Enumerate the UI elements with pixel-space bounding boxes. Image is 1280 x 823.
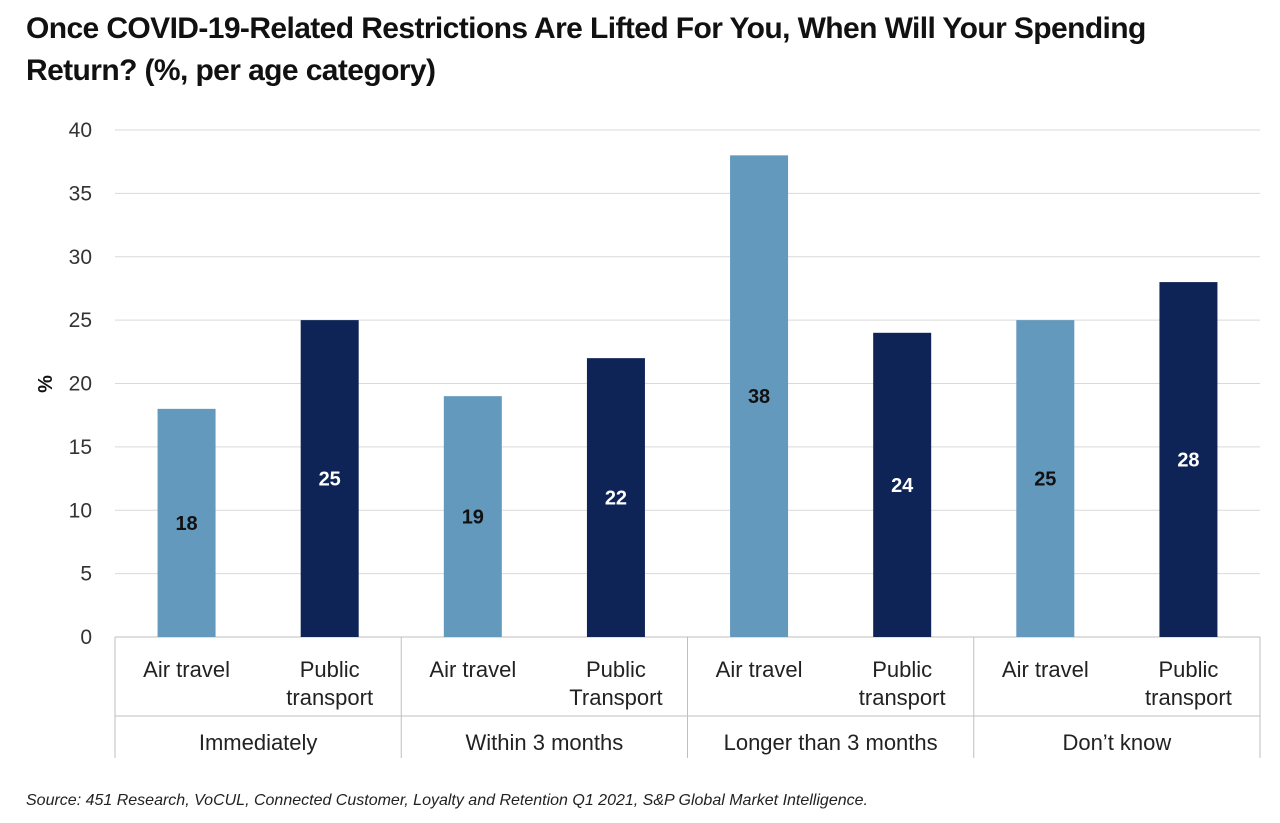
data-label: 24	[891, 475, 914, 497]
bar	[157, 408, 216, 637]
data-label: 25	[319, 469, 341, 491]
y-tick-label: 0	[80, 626, 92, 649]
chart-title: Once COVID-19-Related Restrictions Are L…	[26, 12, 1146, 87]
x-tick-label: Public	[586, 657, 646, 682]
y-tick-label: 25	[69, 309, 92, 332]
y-tick-label: 40	[69, 119, 92, 142]
group-label: Don’t know	[1062, 730, 1171, 755]
x-tick-label: Air travel	[1002, 657, 1089, 682]
bar	[443, 396, 502, 637]
y-tick-label: 30	[69, 246, 92, 269]
x-tick-label: transport	[859, 685, 946, 710]
bar	[586, 358, 645, 637]
group-label: Longer than 3 months	[724, 730, 938, 755]
group-label: Immediately	[199, 730, 318, 755]
y-tick-label: 35	[69, 182, 92, 205]
bar	[873, 332, 932, 637]
x-tick-label: Air travel	[429, 657, 516, 682]
x-tick-label: Public	[1158, 657, 1218, 682]
bar	[730, 155, 789, 637]
data-label: 22	[605, 488, 627, 510]
x-tick-label: Transport	[569, 685, 662, 710]
bar	[1016, 320, 1075, 637]
x-tick-label: Air travel	[716, 657, 803, 682]
group-label: Within 3 months	[466, 730, 624, 755]
y-tick-label: 20	[69, 373, 92, 396]
data-label: 19	[462, 507, 484, 529]
data-label: 28	[1177, 450, 1199, 472]
y-tick-label: 15	[69, 436, 92, 459]
y-axis-label: %	[35, 375, 57, 393]
x-tick-label: Public	[300, 657, 360, 682]
x-tick-label: transport	[1145, 685, 1232, 710]
y-tick-label: 10	[69, 499, 92, 522]
y-tick-label: 5	[80, 563, 92, 586]
source-note: Source: 451 Research, VoCUL, Connected C…	[26, 792, 868, 809]
bar	[1159, 282, 1218, 637]
bar	[300, 320, 359, 637]
data-label: 38	[748, 386, 770, 408]
x-tick-label: Public	[872, 657, 932, 682]
x-tick-label: Air travel	[143, 657, 230, 682]
data-label: 18	[175, 513, 197, 535]
data-label: 25	[1034, 469, 1056, 491]
x-tick-label: transport	[286, 685, 373, 710]
